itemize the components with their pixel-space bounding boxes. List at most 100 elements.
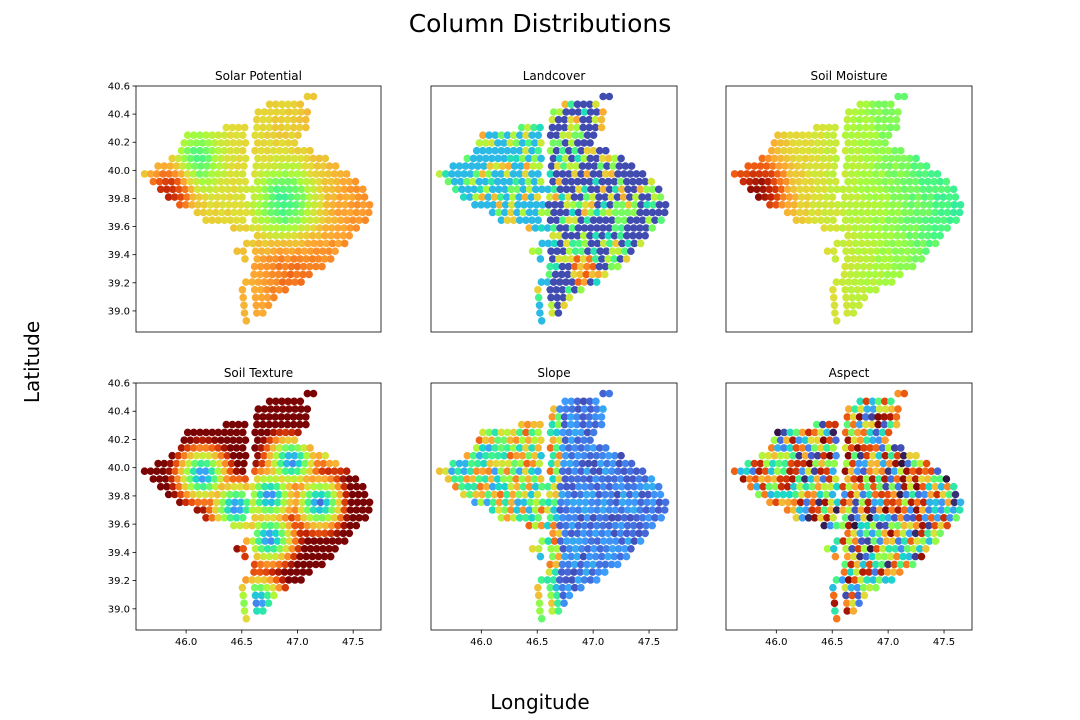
scatter-point — [299, 262, 308, 271]
scatter-point — [236, 208, 244, 217]
scatter-point — [270, 247, 278, 255]
scatter-point — [527, 193, 536, 201]
scatter-point — [946, 514, 954, 522]
scatter-point — [559, 293, 568, 302]
scatter-point — [906, 185, 915, 194]
scatter-point — [636, 185, 645, 194]
scatter-point — [868, 255, 877, 263]
scatter-point — [810, 514, 819, 522]
scatter-point — [751, 177, 760, 186]
scatter-point — [260, 154, 268, 163]
scatter-point — [523, 459, 531, 468]
x-tick-label: 46.5 — [526, 637, 548, 648]
scatter-point — [322, 239, 331, 248]
scatter-point — [169, 482, 177, 491]
scatter-point — [780, 467, 788, 476]
scatter-point — [306, 444, 314, 452]
scatter-point — [275, 444, 284, 452]
scatter-point — [300, 146, 308, 155]
scatter-point — [824, 459, 832, 468]
scatter-point — [870, 201, 879, 209]
scatter-point — [290, 255, 298, 263]
scatter-point — [544, 482, 552, 491]
scatter-point — [156, 482, 165, 491]
scatter-point — [491, 428, 500, 437]
scatter-point — [592, 397, 600, 406]
scatter-point — [330, 216, 339, 224]
scatter-point — [747, 482, 755, 491]
scatter-point — [808, 482, 817, 491]
scatter-point — [280, 568, 289, 576]
scatter-point — [562, 521, 570, 530]
scatter-point — [580, 278, 589, 286]
scatter-point — [503, 216, 512, 224]
scatter-point — [219, 193, 228, 201]
scatter-point — [538, 239, 546, 248]
scatter-point — [509, 170, 518, 178]
scatter-point — [175, 482, 183, 491]
scatter-point — [309, 389, 318, 398]
scatter-point — [546, 193, 554, 201]
scatter-point — [892, 413, 901, 421]
scatter-point — [272, 521, 281, 530]
scatter-point — [863, 208, 872, 217]
scatter-point — [877, 193, 886, 201]
scatter-point — [573, 529, 582, 538]
scatter-point — [189, 467, 198, 476]
scatter-point — [845, 521, 853, 530]
scatter-point — [831, 177, 840, 186]
scatter-point — [603, 162, 611, 170]
scatter-point — [577, 170, 585, 178]
scatter-point — [525, 451, 533, 460]
scatter-point — [192, 451, 201, 460]
scatter-point — [365, 208, 373, 217]
scatter-point — [278, 397, 286, 406]
scatter-point — [822, 193, 831, 201]
scatter-point — [240, 162, 248, 170]
scatter-point — [208, 428, 216, 437]
scatter-point — [273, 185, 281, 194]
scatter-point — [260, 405, 269, 413]
scatter-point — [647, 177, 656, 186]
scatter-point — [297, 224, 306, 232]
scatter-point — [234, 123, 243, 132]
scatter-point — [908, 490, 917, 499]
scatter-point — [328, 239, 337, 248]
scatter-point — [580, 576, 589, 584]
scatter-point — [263, 583, 271, 592]
scatter-point — [856, 475, 865, 483]
scatter-point — [804, 444, 813, 452]
scatter-point — [515, 514, 524, 522]
scatter-point — [176, 498, 184, 507]
scatter-point — [243, 201, 251, 209]
scatter-point — [233, 162, 242, 170]
scatter-point — [321, 177, 329, 186]
scatter-point — [191, 459, 199, 468]
scatter-point — [254, 506, 263, 514]
scatter-point — [177, 467, 186, 476]
scatter-point — [624, 482, 632, 491]
scatter-point — [268, 490, 277, 499]
scatter-point — [261, 185, 269, 194]
scatter-point — [847, 262, 855, 271]
scatter-point — [893, 475, 901, 483]
scatter-point — [575, 482, 583, 491]
scatter-point — [566, 459, 574, 468]
scatter-point — [272, 139, 280, 147]
scatter-point — [863, 185, 872, 194]
scatter-point — [186, 177, 194, 186]
scatter-point — [275, 216, 284, 224]
scatter-point — [442, 170, 450, 178]
scatter-point — [339, 177, 348, 186]
scatter-point — [544, 506, 552, 514]
scatter-point — [913, 482, 921, 491]
scatter-point — [558, 490, 566, 499]
scatter-point — [847, 216, 856, 224]
scatter-point — [559, 514, 567, 522]
scatter-point — [226, 216, 235, 224]
scatter-point — [579, 177, 588, 186]
scatter-point — [299, 568, 307, 576]
scatter-point — [845, 506, 853, 514]
scatter-point — [215, 459, 224, 468]
scatter-point — [595, 170, 604, 178]
